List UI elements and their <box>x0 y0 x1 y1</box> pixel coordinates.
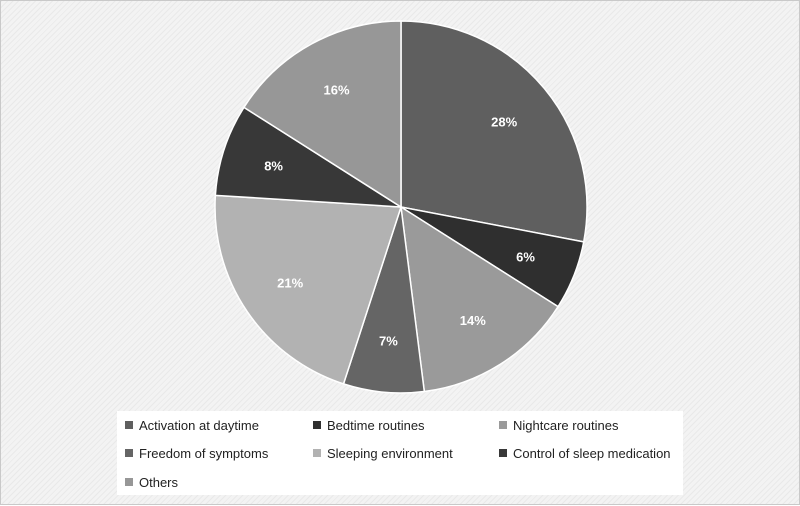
legend-item-activation-at-daytime: Activation at daytime <box>125 415 259 435</box>
legend-label: Activation at daytime <box>139 417 259 433</box>
pie-slice-nightcare-routines <box>400 205 560 393</box>
legend-label: Sleeping environment <box>327 445 453 461</box>
data-label-activation-at-daytime: 28% <box>491 115 517 130</box>
data-label-others: 16% <box>323 83 349 98</box>
legend-item-freedom-of-symptoms: Freedom of symptoms <box>125 443 268 463</box>
legend-swatch <box>499 449 507 457</box>
legend-label: Freedom of symptoms <box>139 445 269 461</box>
pie-slice-sleeping-environment <box>214 194 403 385</box>
legend-swatch <box>499 421 507 429</box>
legend-item-nightcare-routines: Nightcare routines <box>499 415 619 435</box>
pie-slice-others <box>242 20 402 209</box>
legend-swatch <box>125 449 133 457</box>
data-label-sleeping-environment: 21% <box>277 275 303 290</box>
data-label-nightcare-routines: 14% <box>460 313 486 328</box>
data-label-control-of-sleep-medication: 8% <box>264 159 283 174</box>
legend-swatch <box>313 449 321 457</box>
legend-swatch <box>125 478 133 486</box>
legend-label: Nightcare routines <box>513 417 619 433</box>
legend-swatch <box>125 421 133 429</box>
legend-item-others: Others <box>125 472 178 492</box>
pie-slice-control-of-sleep-medication <box>214 106 402 208</box>
legend-label: Control of sleep medication <box>513 445 671 461</box>
pie-slice-activation-at-daytime <box>400 20 588 243</box>
data-label-bedtime-routines: 6% <box>516 249 535 264</box>
legend-swatch <box>313 421 321 429</box>
data-label-freedom-of-symptoms: 7% <box>379 333 398 348</box>
legend-label: Others <box>139 474 179 490</box>
legend-item-control-of-sleep-medication: Control of sleep medication <box>499 443 671 463</box>
legend-item-bedtime-routines: Bedtime routines <box>313 415 425 435</box>
legend-item-sleeping-environment: Sleeping environment <box>313 443 453 463</box>
legend: Activation at daytime Bedtime routines Nig… <box>117 411 683 495</box>
legend-label: Bedtime routines <box>327 417 425 433</box>
